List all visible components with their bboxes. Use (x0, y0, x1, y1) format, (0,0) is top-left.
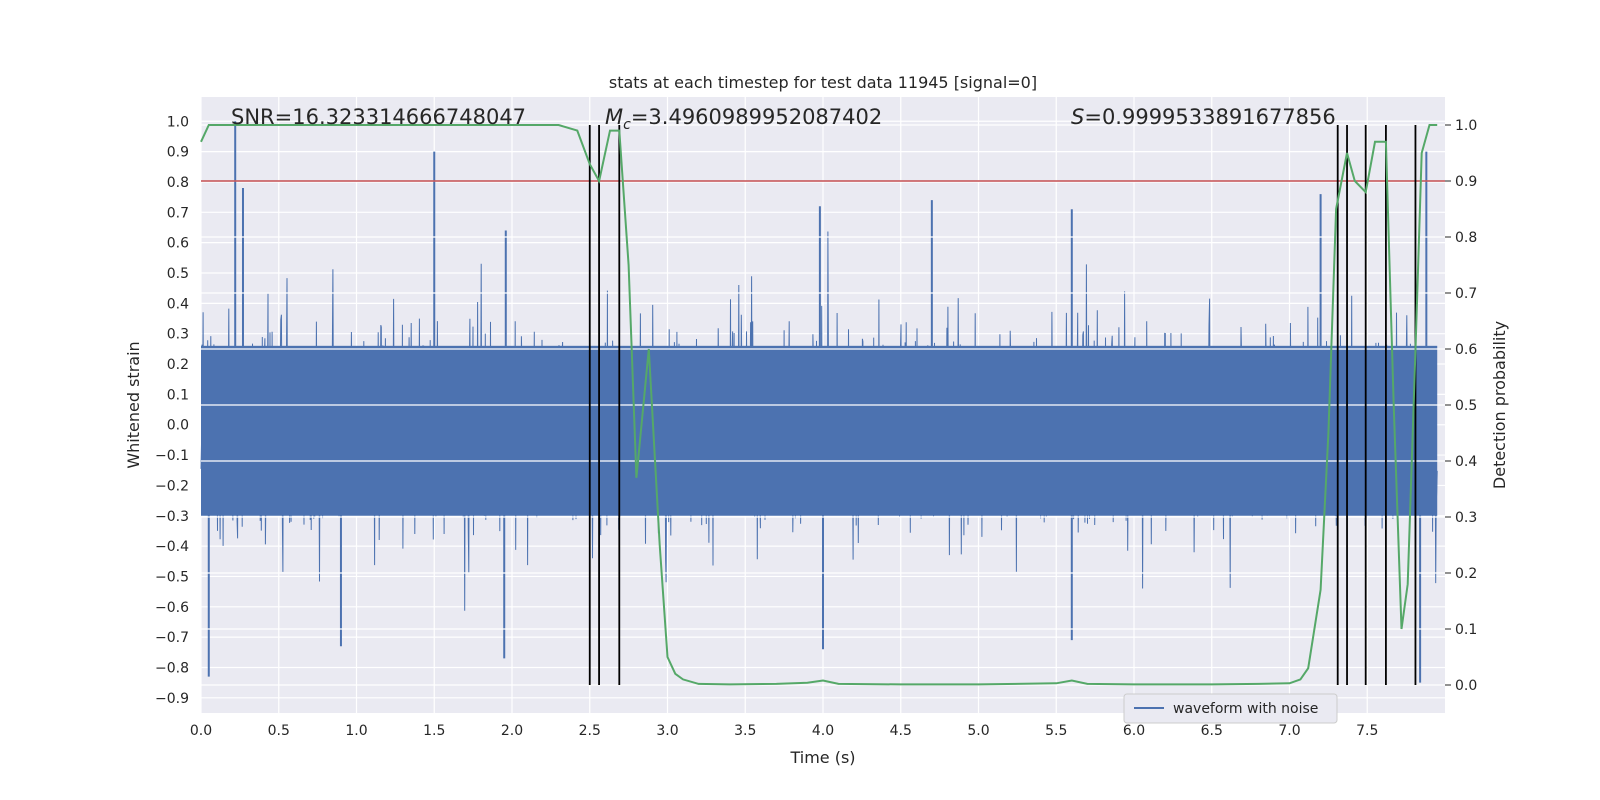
x-axis-label: Time (s) (789, 748, 855, 767)
x-tick-label: 2.5 (579, 723, 601, 739)
x-tick-label: 0.5 (268, 723, 290, 739)
waveform-series (200, 121, 1445, 686)
y-tick-label: 0.7 (167, 205, 189, 221)
x-tick-label: 7.5 (1356, 723, 1378, 739)
y-ticks: 1.0 0.9 0.8 0.7 0.6 0.5 0.4 0.3 0.2 0.1 0.0 −0.1 −0.… (155, 114, 189, 707)
y-tick-label: 1.0 (167, 114, 189, 130)
mc-symbol: M (605, 105, 623, 129)
mc-subscript: c (623, 117, 631, 133)
x-tick-label: 4.0 (812, 723, 834, 739)
y-right-tick-label: 0.4 (1455, 454, 1477, 470)
x-tick-label: 0.0 (190, 723, 212, 739)
s-symbol: S (1071, 105, 1084, 129)
detection-markers (588, 125, 1417, 685)
y-axis-right-label: Detection probability (1490, 321, 1509, 489)
y-right-tick-label: 0.9 (1455, 174, 1477, 190)
y-tick-label: 0.6 (167, 236, 189, 252)
x-tick-label: 5.0 (967, 723, 989, 739)
y-tick-label: −0.5 (155, 569, 189, 585)
y-tick-label: −0.2 (155, 478, 189, 494)
y-tick-label: 0.2 (167, 357, 189, 373)
detection-probability-line (200, 124, 1438, 686)
legend-box (1123, 693, 1338, 724)
mc-value: =3.4960989952087402 (631, 105, 882, 129)
x-tick-label: 3.5 (734, 723, 756, 739)
x-tick-label: 5.5 (1045, 723, 1067, 739)
y-tick-label: −0.8 (155, 660, 189, 676)
chart-title: stats at each timestep for test data 119… (609, 73, 1037, 92)
y-right-tick-label: 0.1 (1455, 622, 1477, 638)
score-annotation: S=0.9999533891677856 (1071, 105, 1336, 129)
y-right-tick-label: 0.6 (1455, 342, 1477, 358)
y-ticks-right: 1.0 0.9 0.8 0.7 0.6 0.5 0.4 0.3 0.2 0.1 0.0 (1445, 118, 1477, 694)
x-ticks: 0.0 0.5 1.0 1.5 2.0 2.5 3.0 3.5 4.0 4.5 5.0 5.5 6.0 6… (190, 723, 1379, 739)
y-right-tick-label: 0.5 (1455, 398, 1477, 414)
y-tick-label: −0.3 (155, 509, 189, 525)
y-tick-label: 0.8 (167, 175, 189, 191)
y-right-tick-label: 0.2 (1455, 566, 1477, 582)
snr-annotation: SNR=16.323314666748047 (231, 105, 526, 129)
x-tick-label: 1.5 (423, 723, 445, 739)
y-tick-label: 0.4 (167, 296, 189, 312)
y-tick-label: −0.9 (155, 691, 189, 707)
legend-label: waveform with noise (1173, 701, 1318, 717)
y-right-tick-label: 0.0 (1455, 678, 1477, 694)
s-value: =0.9999533891677856 (1084, 105, 1335, 129)
chirp-mass-annotation: Mc=3.4960989952087402 (605, 105, 882, 133)
y-tick-label: −0.7 (155, 630, 189, 646)
x-tick-label: 4.5 (890, 723, 912, 739)
y-right-tick-label: 0.7 (1455, 286, 1477, 302)
y-tick-label: −0.1 (155, 448, 189, 464)
y-tick-label: 0.0 (167, 418, 189, 434)
y-tick-label: 0.1 (167, 387, 189, 403)
y-tick-label: 0.5 (167, 266, 189, 282)
y-tick-label: 0.9 (167, 145, 189, 161)
x-tick-label: 2.0 (501, 723, 523, 739)
y-axis-label: Whitened strain (124, 341, 143, 468)
x-tick-label: 1.0 (345, 723, 367, 739)
x-tick-label: 6.0 (1123, 723, 1145, 739)
x-tick-label: 6.5 (1201, 723, 1223, 739)
y-right-tick-label: 1.0 (1455, 118, 1477, 134)
y-tick-label: −0.6 (155, 600, 189, 616)
y-right-tick-label: 0.8 (1455, 230, 1477, 246)
y-tick-label: 0.3 (167, 327, 189, 343)
legend: waveform with noise (1123, 693, 1338, 724)
y-right-tick-label: 0.3 (1455, 510, 1477, 526)
x-tick-label: 3.0 (656, 723, 678, 739)
y-tick-label: −0.4 (155, 539, 189, 555)
x-tick-label: 7.0 (1278, 723, 1300, 739)
